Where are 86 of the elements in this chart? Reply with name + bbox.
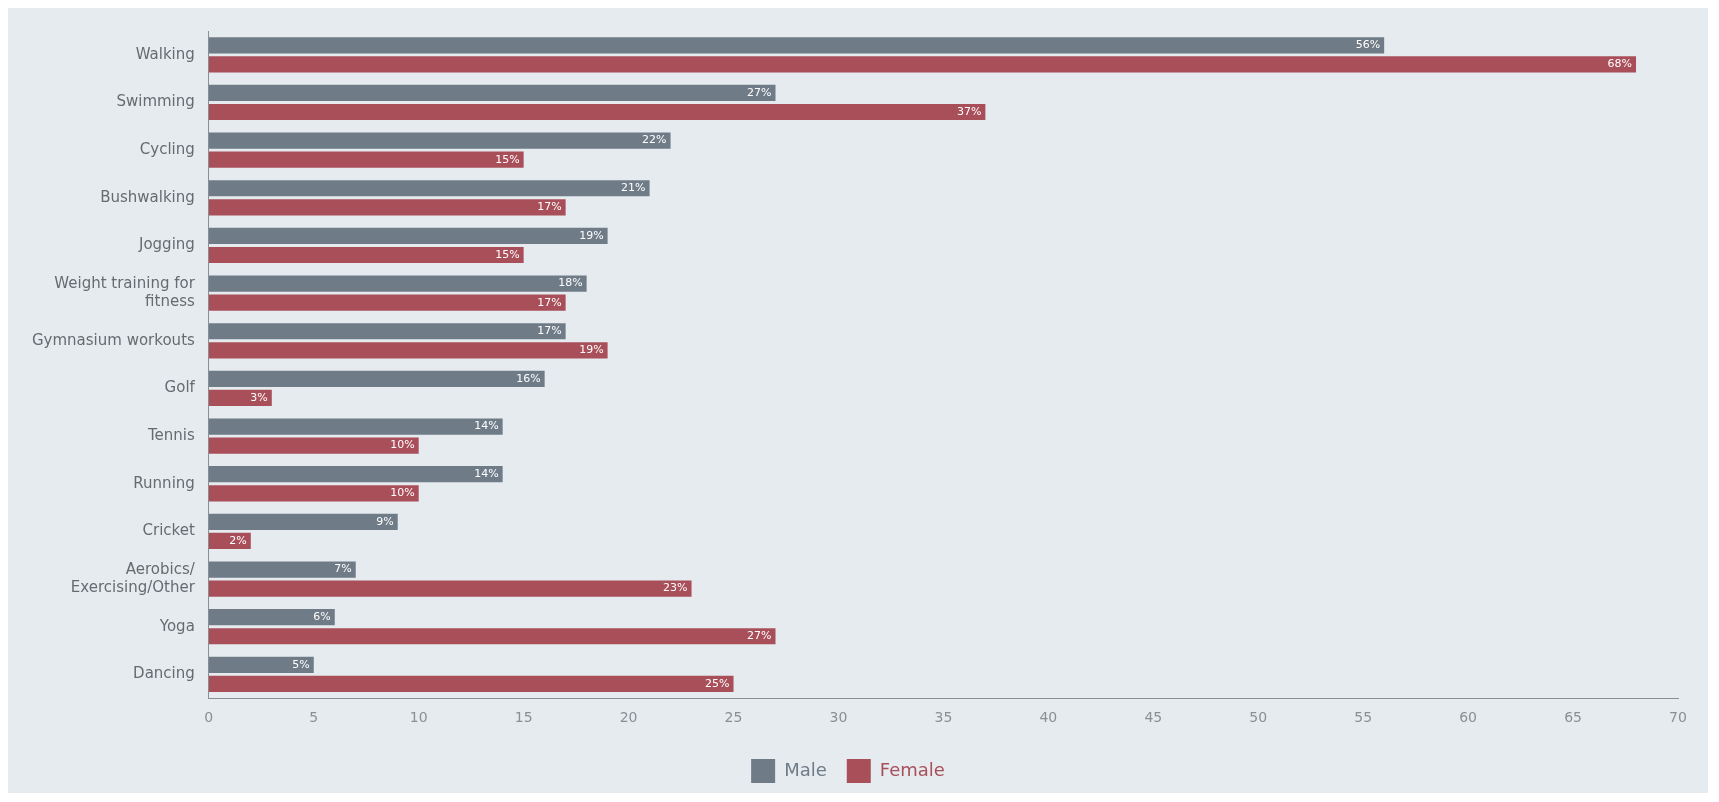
data-label: 17% bbox=[537, 295, 562, 309]
data-label: 5% bbox=[292, 657, 310, 671]
bar bbox=[208, 628, 776, 645]
x-tick-label: 10 bbox=[409, 709, 428, 726]
data-label: 10% bbox=[390, 438, 415, 452]
x-tick-label: 40 bbox=[1039, 709, 1058, 726]
data-label: 68% bbox=[1607, 57, 1633, 71]
legend-label: Male bbox=[784, 758, 827, 780]
x-tick-label: 0 bbox=[204, 709, 214, 726]
data-label: 23% bbox=[663, 581, 688, 595]
bar bbox=[208, 389, 272, 407]
data-label: 56% bbox=[1355, 38, 1381, 52]
x-tick-label: 35 bbox=[934, 709, 953, 726]
bar bbox=[208, 370, 545, 387]
data-label: 22% bbox=[642, 133, 667, 147]
bar bbox=[208, 580, 692, 597]
data-label: 27% bbox=[747, 629, 772, 643]
x-tick-label: 60 bbox=[1459, 709, 1478, 726]
bar bbox=[208, 151, 524, 168]
y-tick-label: Cricket bbox=[142, 521, 195, 540]
data-label: 37% bbox=[956, 104, 982, 118]
bar bbox=[208, 84, 776, 102]
bar bbox=[208, 227, 608, 245]
y-tick-label: Bushwalking bbox=[100, 187, 195, 206]
x-tick-label: 70 bbox=[1669, 709, 1687, 726]
y-tick-label: Swimming bbox=[116, 92, 195, 111]
bar bbox=[208, 418, 503, 435]
data-label: 19% bbox=[579, 228, 604, 242]
x-tick-label: 25 bbox=[724, 709, 743, 726]
data-label: 25% bbox=[705, 676, 730, 690]
data-label: 6% bbox=[313, 610, 331, 624]
y-tick-label: Golf bbox=[164, 378, 196, 397]
bar bbox=[208, 37, 1385, 54]
y-tick-label: Aerobics/ Exercising/Other bbox=[70, 559, 196, 596]
data-label: 17% bbox=[537, 324, 562, 338]
x-tick-label: 20 bbox=[619, 709, 638, 726]
data-label: 10% bbox=[390, 486, 415, 500]
x-tick-label: 65 bbox=[1564, 709, 1582, 726]
bar bbox=[208, 561, 356, 578]
y-tick-label: Yoga bbox=[158, 616, 195, 635]
x-tick-label: 5 bbox=[309, 709, 319, 726]
bar bbox=[208, 485, 419, 502]
bar bbox=[208, 466, 503, 483]
bar bbox=[208, 294, 566, 311]
bar bbox=[208, 513, 398, 530]
y-tick-label: Running bbox=[133, 473, 195, 492]
data-label: 14% bbox=[474, 419, 499, 433]
bar bbox=[208, 609, 335, 626]
data-label: 27% bbox=[747, 85, 772, 99]
bar bbox=[208, 103, 986, 121]
x-tick-label: 55 bbox=[1354, 709, 1373, 726]
data-label: 19% bbox=[579, 343, 604, 357]
bar bbox=[208, 246, 524, 264]
data-label: 9% bbox=[376, 514, 394, 528]
bar bbox=[208, 675, 734, 693]
data-label: 15% bbox=[495, 152, 520, 166]
bar bbox=[208, 132, 671, 149]
y-tick-label: Gymnasium workouts bbox=[32, 330, 196, 349]
bar bbox=[208, 323, 566, 340]
y-tick-label: Cycling bbox=[139, 140, 195, 159]
x-tick-label: 30 bbox=[829, 709, 848, 726]
x-tick-label: 15 bbox=[514, 709, 533, 726]
y-tick-label: Dancing bbox=[133, 664, 195, 683]
bar bbox=[208, 56, 1637, 73]
x-tick-label: 45 bbox=[1144, 709, 1163, 726]
data-label: 14% bbox=[474, 467, 499, 481]
bar bbox=[208, 437, 419, 454]
bar bbox=[208, 275, 587, 292]
bar bbox=[208, 342, 608, 359]
data-label: 21% bbox=[621, 181, 646, 195]
bar bbox=[208, 180, 650, 197]
data-label: 3% bbox=[250, 390, 268, 404]
data-label: 16% bbox=[516, 371, 541, 385]
y-tick-label: Jogging bbox=[137, 235, 195, 254]
data-label: 18% bbox=[558, 276, 583, 290]
data-label: 7% bbox=[334, 562, 352, 576]
data-label: 17% bbox=[537, 200, 562, 214]
bar bbox=[208, 656, 314, 673]
data-label: 2% bbox=[229, 533, 247, 547]
bar bbox=[208, 199, 566, 216]
x-tick-label: 50 bbox=[1249, 709, 1268, 726]
y-tick-label: Tennis bbox=[146, 425, 195, 444]
y-tick-label: Walking bbox=[135, 44, 195, 63]
legend-label: Female bbox=[879, 758, 945, 780]
y-tick-label: Weight training for fitness bbox=[54, 274, 196, 310]
data-label: 15% bbox=[495, 247, 520, 261]
